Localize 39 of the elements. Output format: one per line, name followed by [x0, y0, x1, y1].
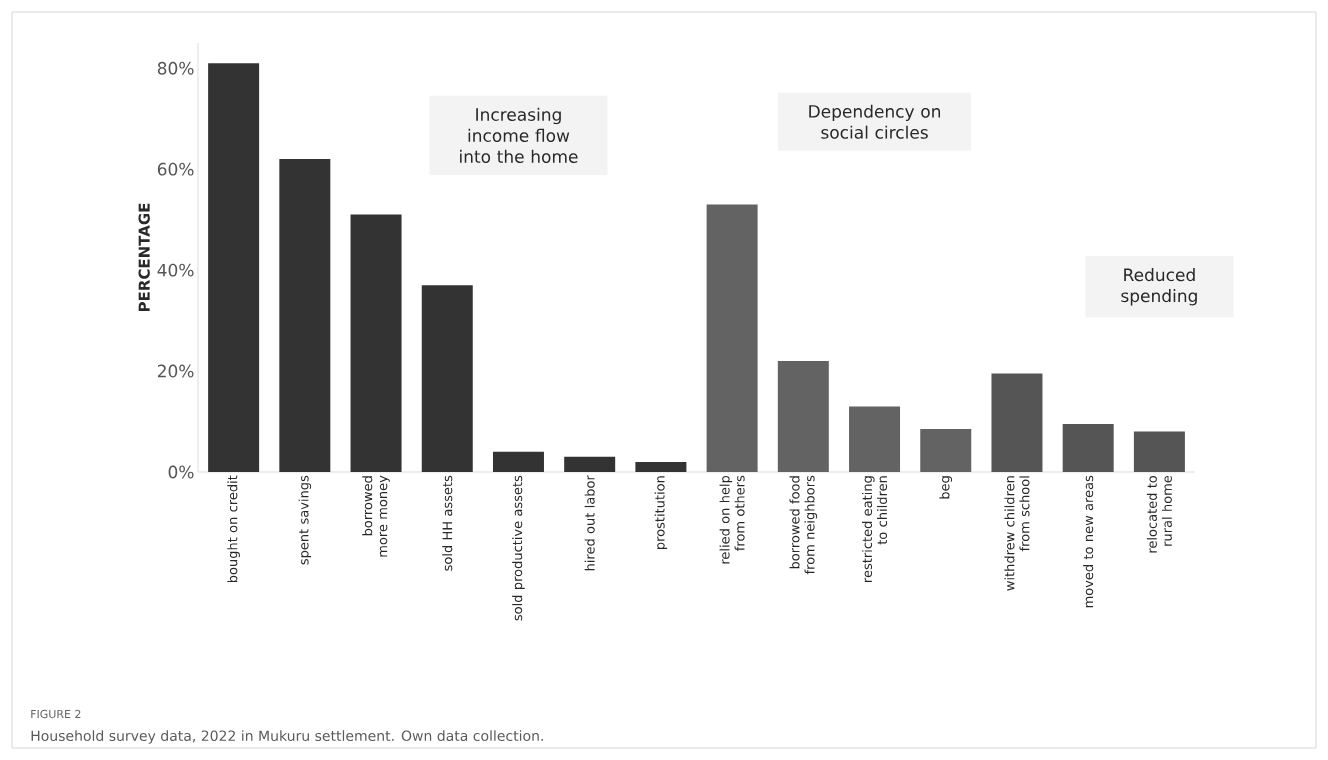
- annotation: Increasing income flow into the home: [460, 107, 578, 163]
- x-tick-label: borrowed more money: [362, 475, 390, 557]
- x-tick-label: spent savings: [298, 475, 312, 565]
- x-tick-label: beg: [939, 476, 953, 499]
- x-tick-label: sold productive assets: [512, 475, 525, 621]
- bar: [279, 159, 331, 472]
- bar: [1062, 424, 1114, 472]
- bar: [564, 456, 616, 472]
- bar: [350, 214, 402, 472]
- caption: FIGURE 2: [31, 709, 81, 719]
- bar: [635, 461, 687, 472]
- x-tick-label: restricted eating to children: [862, 476, 888, 582]
- bar: [849, 406, 901, 472]
- text: Household survey data, 2022 in Mukuru settlement. Own data collection.: [31, 730, 543, 744]
- bar: [208, 63, 260, 472]
- y-tick-label: 40%: [157, 263, 194, 277]
- x-tick-label: withdrew children from school: [1004, 476, 1030, 591]
- x-tick-label: moved to new areas: [1083, 475, 1094, 608]
- x-tick-label: relied on help from others: [719, 475, 745, 564]
- y-tick-label: 60%: [157, 162, 194, 176]
- bar: [777, 360, 829, 472]
- x-tick-label: bought on credit: [227, 475, 240, 583]
- annotation: Reduced spending: [1121, 268, 1197, 306]
- bar: [492, 451, 544, 472]
- x-tick-label: hired out labor: [584, 475, 595, 571]
- y-tick-label: 80%: [157, 61, 194, 75]
- bar: [920, 429, 972, 472]
- x-tick-label: sold HH assets: [442, 475, 453, 571]
- x-tick-label: prostitution: [654, 476, 668, 549]
- bar: [421, 285, 473, 472]
- y-axis-title: PERCENTAGE: [138, 203, 150, 312]
- annotation: Dependency on social circles: [809, 104, 941, 139]
- bar: [1133, 431, 1185, 472]
- bar: [991, 373, 1043, 472]
- y-tick-label: 20%: [157, 364, 194, 378]
- x-tick-label: borrowed food from neighbors: [789, 475, 818, 575]
- x-tick-label: relocated to rural home: [1146, 475, 1172, 553]
- bar: [706, 204, 758, 472]
- y-tick-label: 0%: [168, 465, 194, 479]
